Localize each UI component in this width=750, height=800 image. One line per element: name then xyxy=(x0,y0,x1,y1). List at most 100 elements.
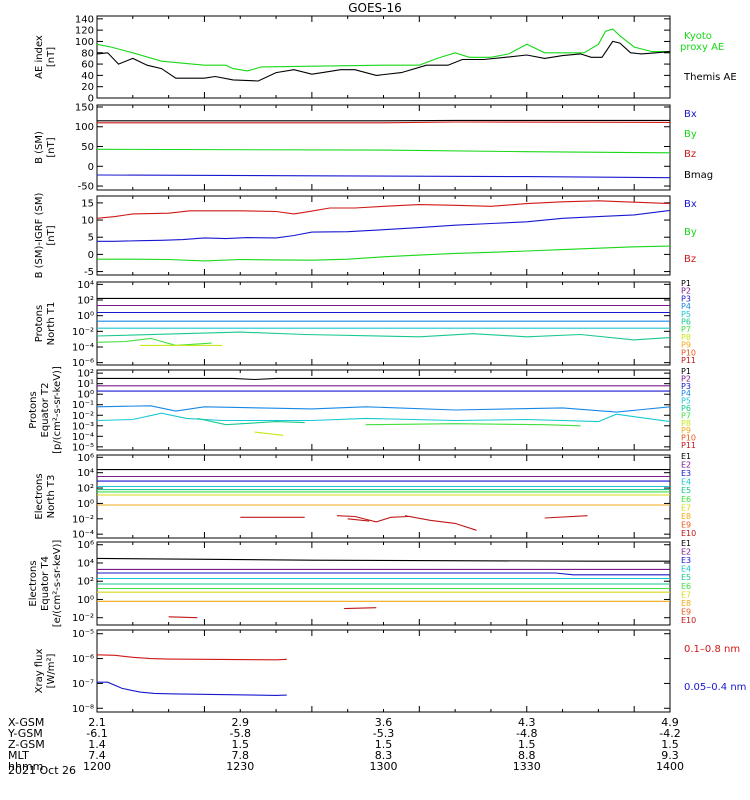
footer-value: -6.1 xyxy=(86,727,107,740)
y-axis-label: AE index xyxy=(34,35,45,79)
panel-protons-t1: 10⁴ 10² 10⁰ 10⁻² 10⁻⁴ 10⁻⁶ Protons North T1 P1P2… xyxy=(34,279,696,369)
legend-entry: By xyxy=(684,129,697,140)
y-tick-label: 10⁻⁴ xyxy=(72,530,94,541)
series-p5 xyxy=(96,412,671,423)
y-axis-label: [p/(cm²-s-sr-keV)] xyxy=(52,366,63,454)
legend-entry: P2 xyxy=(681,287,691,296)
panel-bsm: -50 0 50 100 150 B (SM) [nT] Bx By Bz Bmag xyxy=(34,102,713,192)
y-tick-label: 10⁻² xyxy=(72,327,94,338)
series-p4 xyxy=(96,405,671,413)
y-axis-label: [e/(cm²-s-sr-keV)] xyxy=(52,540,63,628)
legend-entry: P4 xyxy=(681,389,691,398)
series-e1 xyxy=(96,557,670,562)
y-tick-label: 10⁻⁴ xyxy=(72,432,94,443)
panel-frame xyxy=(96,281,671,366)
footer-value: -4.2 xyxy=(659,727,680,740)
legend-entry: E9 xyxy=(681,520,691,529)
y-axis-label: B (SM)-IGRF (SM) xyxy=(34,193,45,279)
y-tick-label: 10⁻² xyxy=(72,411,94,422)
legend-entry: P10 xyxy=(681,434,696,443)
series-0-05-0-4-nm xyxy=(97,681,287,696)
y-axis-label: [nT] xyxy=(46,137,57,157)
y-tick-label: 10¹ xyxy=(77,379,94,390)
legend-entry: E2 xyxy=(681,461,691,470)
y-tick-label: 10² xyxy=(77,296,94,307)
y-axis-label: North T1 xyxy=(46,302,57,346)
legend-entry: E9 xyxy=(681,607,691,616)
legend-entry: E5 xyxy=(681,573,691,582)
footer-value: 1200 xyxy=(83,760,111,773)
y-tick-label: 10⁻⁶ xyxy=(72,654,94,665)
y-axis-label: [nT] xyxy=(46,47,57,67)
footer-value: -5.3 xyxy=(373,727,394,740)
footer-value: 1.5 xyxy=(232,738,250,751)
y-tick-label: 60 xyxy=(81,60,94,71)
legend-entry: E6 xyxy=(681,495,691,504)
y-tick-label: 10 xyxy=(81,216,94,227)
legend-entry: P5 xyxy=(681,310,691,319)
footer-value: 1.5 xyxy=(661,738,679,751)
footer-value: 7.4 xyxy=(88,749,106,762)
legend-entry: E7 xyxy=(681,503,691,512)
footer-value: 4.3 xyxy=(518,716,536,729)
series-bz xyxy=(97,121,671,124)
y-tick-label: 140 xyxy=(75,14,94,25)
legend-entry: E8 xyxy=(681,599,691,608)
legend-entry: P3 xyxy=(681,382,691,391)
legend-entry: Bmag xyxy=(684,170,713,181)
panel-frame xyxy=(96,15,671,99)
y-tick-label: 10⁴ xyxy=(77,280,94,291)
footer-value: 1.5 xyxy=(518,738,536,751)
legend-entry: E4 xyxy=(681,478,691,487)
y-axis-label: North T3 xyxy=(46,475,57,519)
y-axis-label: Equator T2 xyxy=(40,383,51,438)
legend-entry: P1 xyxy=(681,279,691,288)
series-p6 xyxy=(197,417,305,426)
footer-value: 9.3 xyxy=(661,749,679,762)
footer-value: 8.3 xyxy=(375,749,393,762)
y-tick-label: 10⁰ xyxy=(77,499,94,510)
y-tick-label: 10⁻⁵ xyxy=(72,442,94,453)
series-p6 xyxy=(96,331,671,341)
legend-entry: 0.1–0.8 nm xyxy=(684,644,740,655)
legend-entry: E8 xyxy=(681,512,691,521)
footer-value: 1300 xyxy=(370,760,398,773)
y-tick-label: 5 xyxy=(88,233,94,244)
legend-entry: P7 xyxy=(681,411,691,420)
y-axis-label: B (SM) xyxy=(34,131,45,164)
footer-value: 8.8 xyxy=(518,749,536,762)
y-tick-label: 10⁰ xyxy=(77,311,94,322)
legend-entry: P11 xyxy=(681,356,696,365)
y-tick-label: 10⁻⁷ xyxy=(72,679,94,690)
y-axis-label: [W/m²] xyxy=(46,653,57,688)
panel-frame xyxy=(96,195,671,276)
legend-entry: P2 xyxy=(681,374,691,383)
legend-entry: Themis AE xyxy=(683,72,737,83)
series-p1 xyxy=(97,377,670,381)
series-0-1-0-8-nm xyxy=(96,654,287,661)
legend-entry: P6 xyxy=(681,404,691,413)
series-bx xyxy=(96,174,671,179)
footer-value: 1400 xyxy=(656,760,684,773)
y-tick-label: 10² xyxy=(77,484,94,495)
legend-entry: proxy AE xyxy=(680,42,724,53)
panel-xray: 10⁻⁵ 10⁻⁶ 10⁻⁷ 10⁻⁸ Xray flux [W/m²] 0.1–0.8 n… xyxy=(34,629,746,715)
legend-entry: E10 xyxy=(681,616,696,625)
series-themis-ae xyxy=(96,40,671,82)
y-axis-label: [nT] xyxy=(46,225,57,245)
series-e9 xyxy=(347,518,370,522)
footer-value: 7.8 xyxy=(232,749,250,762)
legend-entry: P6 xyxy=(681,318,691,327)
footer-row-label: hhmm xyxy=(8,760,43,773)
series-kyoto-proxy-ae xyxy=(96,28,670,72)
y-tick-label: 10⁰ xyxy=(77,390,94,401)
legend-entry: P8 xyxy=(681,333,691,342)
legend-entry: By xyxy=(684,227,697,238)
y-tick-label: 0 xyxy=(88,250,94,261)
series-by xyxy=(96,148,671,154)
panel-electrons-t4: 10⁶ 10⁴ 10² 10⁰ 10⁻² Electrons Equator T4 [e/(c… xyxy=(28,539,696,627)
series-by xyxy=(97,245,671,262)
